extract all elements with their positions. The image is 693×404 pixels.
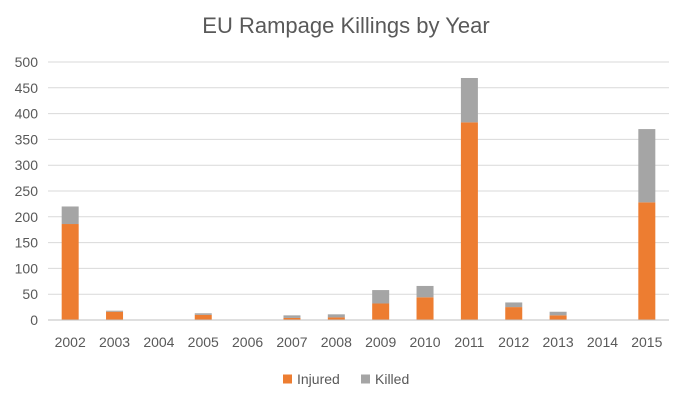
x-axis-ticks: 2002 2003 2004 2005 2006 2007 2008 2009 2010 2011… [55, 334, 663, 350]
x-tick-label: 2015 [631, 334, 662, 350]
bar-injured-2007 [283, 317, 301, 320]
chart-title: EU Rampage Killings by Year [202, 13, 489, 38]
x-tick-label: 2005 [188, 334, 219, 350]
y-tick-label: 350 [15, 131, 39, 147]
bar-injured-2015 [638, 202, 656, 320]
bar-injured-2012 [505, 307, 523, 320]
x-tick-label: 2010 [409, 334, 440, 350]
gridlines [48, 61, 669, 295]
y-axis-ticks: 0 50 100 150 200 250 300 350 400 450 500 [15, 54, 39, 328]
legend: Injured Killed [283, 371, 409, 387]
bar-injured-2002 [61, 224, 79, 320]
bar-killed-2005 [194, 313, 212, 315]
x-tick-label: 2014 [587, 334, 618, 350]
y-tick-label: 250 [15, 183, 39, 199]
x-tick-label: 2007 [276, 334, 307, 350]
bar-killed-2012 [505, 302, 523, 308]
bar-killed-2011 [460, 77, 478, 123]
x-tick-label: 2008 [321, 334, 352, 350]
legend-swatch-injured [283, 374, 292, 384]
legend-label-injured: Injured [297, 371, 340, 387]
bar-killed-2007 [283, 315, 301, 318]
bar-injured-2010 [416, 297, 434, 320]
x-tick-label: 2011 [454, 334, 484, 350]
legend-swatch-killed [361, 374, 370, 384]
y-tick-label: 0 [30, 312, 38, 328]
y-tick-label: 300 [15, 157, 39, 173]
y-tick-label: 50 [22, 286, 38, 302]
x-tick-label: 2012 [498, 334, 529, 350]
x-tick-label: 2004 [143, 334, 174, 350]
x-tick-label: 2006 [232, 334, 263, 350]
y-tick-label: 400 [15, 106, 39, 122]
bar-killed-2003 [106, 310, 124, 312]
bar-injured-2013 [549, 315, 567, 320]
bar-killed-2013 [549, 311, 567, 316]
bar-killed-2002 [61, 206, 79, 225]
bar-killed-2008 [327, 314, 345, 318]
x-tick-label: 2013 [543, 334, 574, 350]
bar-injured-2009 [372, 303, 390, 320]
y-tick-label: 200 [15, 209, 39, 225]
bar-injured-2003 [106, 311, 124, 320]
x-tick-label: 2002 [55, 334, 86, 350]
x-tick-label: 2003 [99, 334, 130, 350]
bar-killed-2009 [372, 290, 390, 304]
bar-killed-2010 [416, 285, 434, 298]
y-tick-label: 500 [15, 54, 39, 70]
y-tick-label: 100 [15, 260, 39, 276]
x-tick-label: 2009 [365, 334, 396, 350]
bar-injured-2005 [194, 314, 212, 320]
bar-injured-2011 [460, 122, 478, 320]
bars [61, 77, 656, 320]
bar-killed-2015 [638, 129, 656, 203]
y-tick-label: 450 [15, 80, 39, 96]
bar-injured-2008 [327, 317, 345, 320]
legend-label-killed: Killed [375, 371, 409, 387]
y-tick-label: 150 [15, 235, 39, 251]
